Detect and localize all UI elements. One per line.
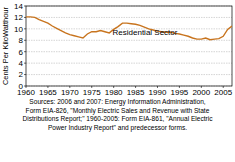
- y-axis-label: Cents Per KiloWatthour: [1, 6, 10, 85]
- x-tick-label: 1965: [39, 88, 57, 97]
- chart: 0246810121419601965197019751980198519901…: [0, 0, 235, 162]
- series-line: [26, 17, 232, 40]
- y-tick-label: 8: [19, 36, 24, 45]
- y-tick-label: 2: [19, 70, 24, 79]
- plot-lines: [26, 17, 232, 40]
- source-line: Sources: 2006 and 2007: Energy Informati…: [29, 98, 205, 106]
- x-tick-label: 1975: [83, 88, 101, 97]
- x-tick-label: 1970: [61, 88, 79, 97]
- x-tick-label: 1960: [17, 88, 35, 97]
- x-tick-label: 1990: [149, 88, 167, 97]
- y-tick-label: 4: [19, 59, 24, 68]
- source-line: Form EIA-826, "Monthly Electric Sales an…: [26, 107, 210, 115]
- x-tick-label: 2005: [214, 88, 232, 97]
- source-line: Power Industry Report" and predecessor f…: [48, 124, 187, 132]
- grid-line: [26, 74, 232, 75]
- y-tick-label: 10: [14, 25, 23, 34]
- grid-line: [26, 63, 232, 64]
- grid-line: [26, 51, 232, 52]
- x-tick-label: 1980: [105, 88, 123, 97]
- series-label: Residential Sector: [113, 28, 178, 37]
- x-tick-label: 1995: [171, 88, 189, 97]
- grid-line: [26, 40, 232, 41]
- y-tick-label: 6: [19, 48, 24, 57]
- y-tick-label: 14: [14, 2, 23, 11]
- source-line: Distributions Report;" 1960-2005: Form E…: [22, 115, 213, 123]
- y-tick-label: 12: [14, 13, 23, 22]
- x-tick-label: 1985: [127, 88, 145, 97]
- x-tick-label: 2000: [192, 88, 210, 97]
- plot-frame: [26, 6, 232, 86]
- grid-line: [26, 17, 232, 18]
